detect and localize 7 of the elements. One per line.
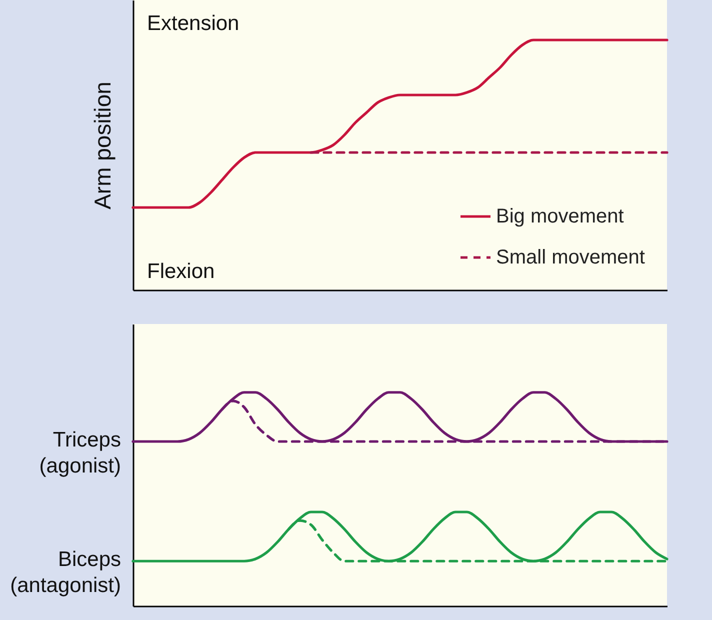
- y-axis-title: Arm position: [90, 82, 116, 210]
- series-label: Biceps (antagonist): [10, 548, 121, 598]
- series-label: Triceps (agonist): [39, 428, 121, 478]
- annotation: Flexion: [147, 260, 215, 283]
- text: Extension: [147, 12, 240, 35]
- legend-label: Big movement: [496, 206, 624, 228]
- legend-label: Small movement: [496, 246, 646, 268]
